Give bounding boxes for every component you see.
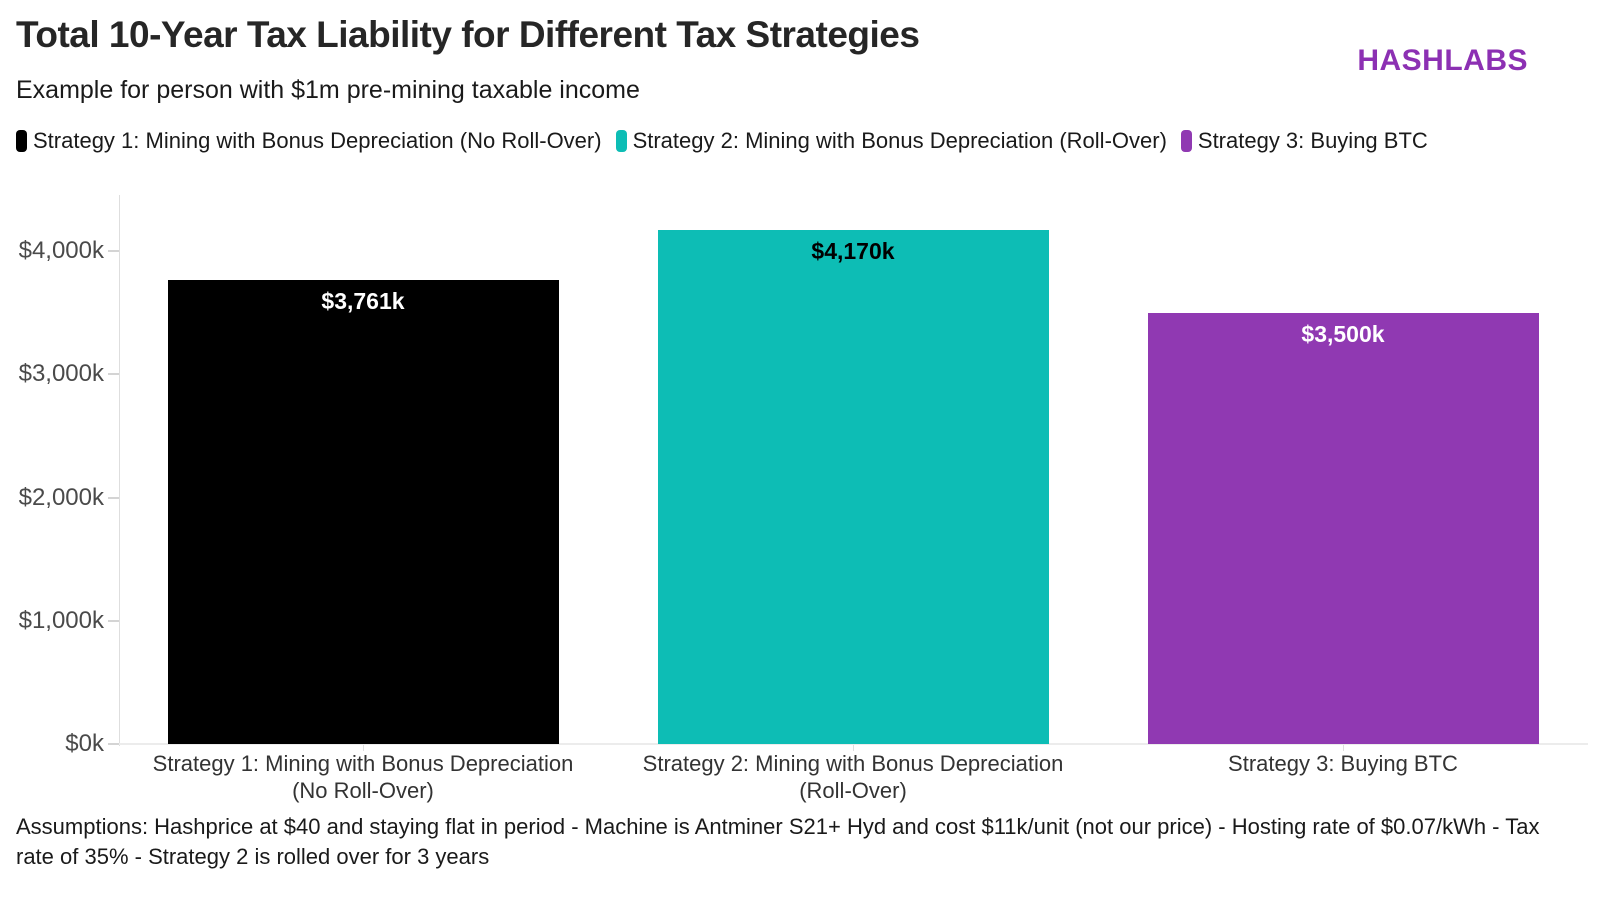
hashlabs-logo: HASHLABS	[1357, 44, 1528, 77]
bar-value-label: $3,500k	[1301, 320, 1385, 347]
legend-swatch-icon	[1180, 130, 1192, 152]
y-axis-tick	[108, 743, 119, 745]
x-axis-category-label: Strategy 1: Mining with Bonus Depreciati…	[152, 751, 574, 803]
bar-value-label: $4,170k	[811, 238, 895, 265]
legend-item-strategy-2: Strategy 2: Mining with Bonus Depreciati…	[615, 128, 1167, 154]
x-axis-baseline	[108, 743, 1588, 745]
y-axis-tick	[108, 250, 119, 252]
legend-swatch-icon	[615, 130, 627, 152]
y-axis-tick	[108, 373, 119, 376]
legend-swatch-icon	[16, 130, 27, 152]
bar-strategy-2	[657, 230, 1049, 744]
assumptions-note: Assumptions: Hashprice at $40 and stayin…	[16, 814, 1540, 869]
legend-label: Strategy 1: Mining with Bonus Depreciati…	[33, 128, 602, 153]
bar-strategy-3	[1147, 312, 1539, 744]
y-axis-tick-label: $1,000k	[18, 606, 104, 634]
y-axis-tick	[108, 619, 119, 622]
chart-title: Total 10-Year Tax Liability for Differen…	[16, 14, 920, 55]
y-axis-line	[119, 195, 120, 746]
y-axis-tick-label: $2,000k	[18, 483, 104, 511]
legend-label: Strategy 2: Mining with Bonus Depreciati…	[632, 128, 1167, 153]
legend-label: Strategy 3: Buying BTC	[1197, 128, 1428, 153]
x-axis-tick	[1343, 745, 1344, 751]
legend-item-strategy-3: Strategy 3: Buying BTC	[1180, 128, 1428, 154]
bar-strategy-1	[167, 280, 559, 744]
y-axis-tick-label: $4,000k	[18, 237, 104, 264]
chart-legend: Strategy 1: Mining with Bonus Depreciati…	[16, 128, 1428, 154]
legend-item-strategy-1: Strategy 1: Mining with Bonus Depreciati…	[16, 128, 602, 154]
x-axis-category-label: Strategy 2: Mining with Bonus Depreciati…	[642, 751, 1064, 803]
x-axis-category-label: Strategy 3: Buying BTC	[1228, 751, 1458, 776]
y-axis-tick	[108, 496, 119, 499]
x-axis-tick	[363, 745, 364, 751]
chart-subtitle: Example for person with $1m pre-mining t…	[16, 76, 640, 104]
x-axis-tick	[853, 745, 854, 751]
y-axis-tick-label: $0k	[65, 730, 104, 757]
y-axis-tick-label: $3,000k	[18, 360, 104, 388]
bar-value-label: $3,761k	[321, 288, 405, 315]
